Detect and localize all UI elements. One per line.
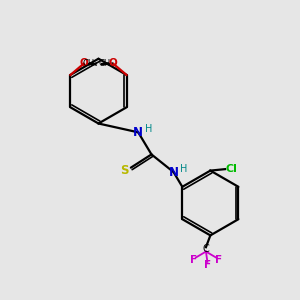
Text: CH₃: CH₃: [99, 59, 115, 68]
Text: C: C: [202, 244, 209, 254]
Text: O: O: [109, 58, 117, 68]
Text: O: O: [80, 58, 88, 68]
Text: CH₃: CH₃: [82, 59, 98, 68]
Text: F: F: [190, 255, 197, 265]
Text: F: F: [204, 260, 211, 270]
Text: S: S: [120, 164, 129, 176]
Text: H: H: [145, 124, 152, 134]
Text: F: F: [215, 255, 222, 265]
Text: N: N: [133, 126, 143, 139]
Text: Cl: Cl: [226, 164, 238, 174]
Text: H: H: [180, 164, 188, 173]
Text: N: N: [169, 166, 178, 178]
